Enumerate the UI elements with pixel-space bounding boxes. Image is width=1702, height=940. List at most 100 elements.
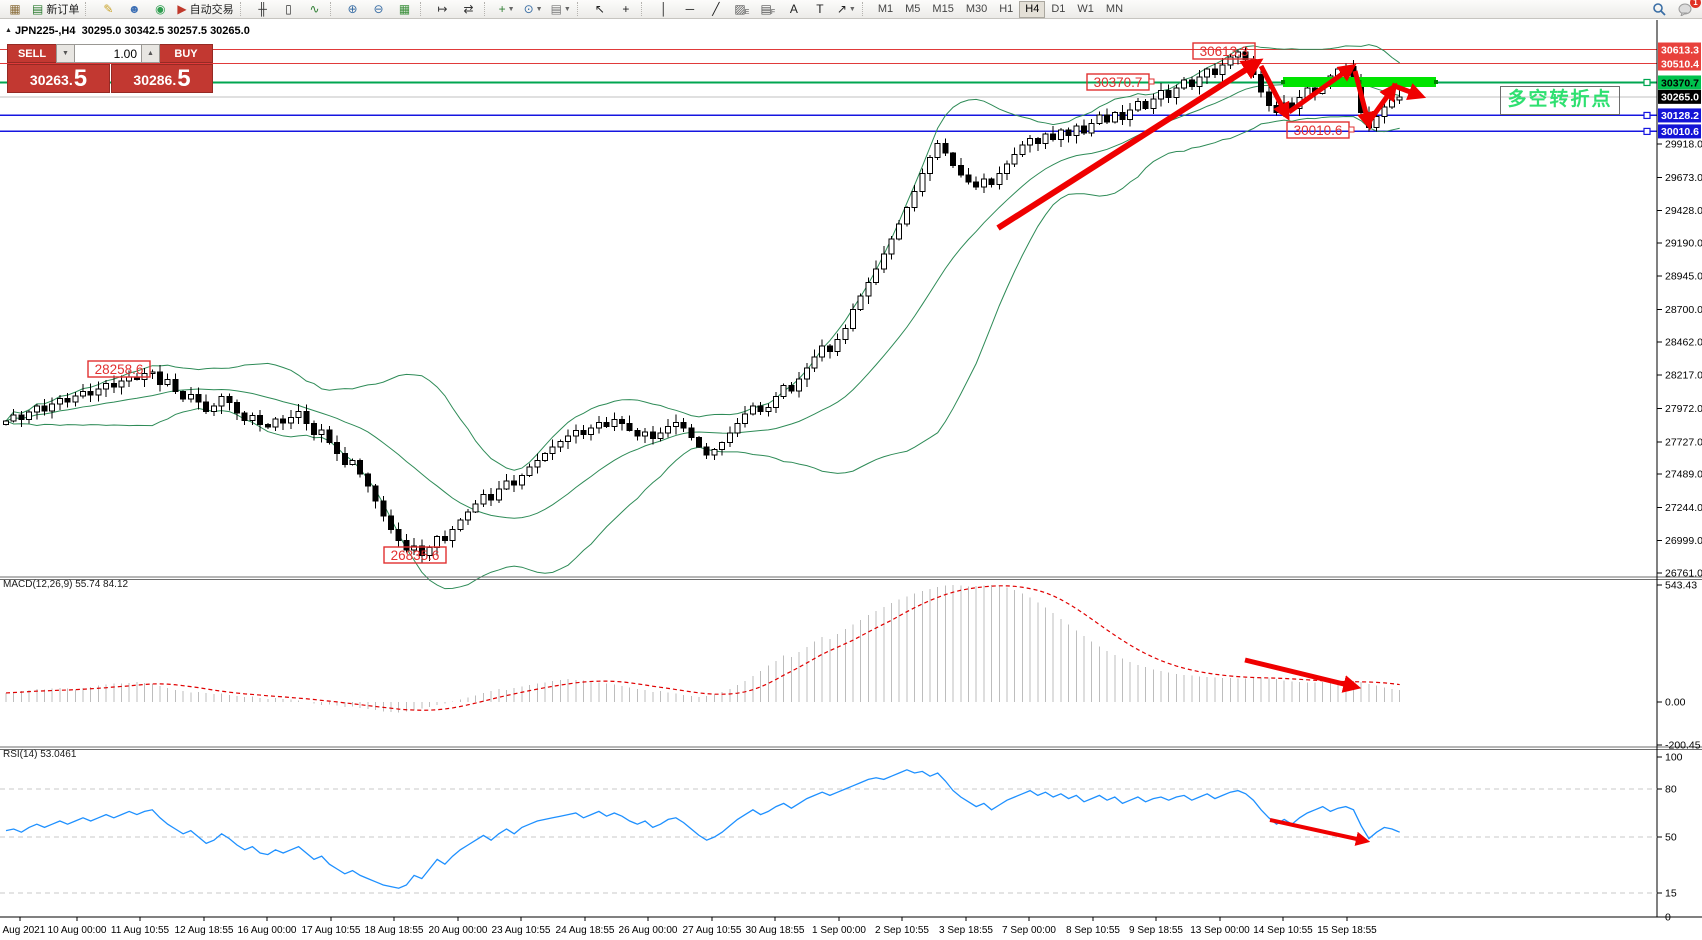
- arrows-tool-icon[interactable]: ↗ ▼: [834, 0, 859, 18]
- channel-tool-icon[interactable]: ▨ E: [730, 0, 754, 18]
- svg-text:30370.7: 30370.7: [1661, 77, 1699, 89]
- hline-tool-icon[interactable]: ─: [678, 0, 702, 18]
- new-order-button-label: 新订单: [46, 4, 80, 16]
- sell-price-big: 5: [73, 65, 88, 92]
- line-chart-mode-icon: ∿: [309, 2, 320, 16]
- svg-text:0.00: 0.00: [1665, 697, 1686, 709]
- text-tool-icon[interactable]: A: [782, 0, 806, 18]
- sell-price-main: 30263.: [29, 72, 73, 88]
- vline-tool-icon[interactable]: │: [652, 0, 676, 18]
- macd-label: MACD(12,26,9) 55.74 84.12: [3, 579, 129, 590]
- label-tool-icon: T: [816, 2, 824, 16]
- toolbar-separator: [576, 2, 585, 16]
- svg-text:30370.7: 30370.7: [1094, 75, 1143, 90]
- dropdown-arrow-icon[interactable]: ▼: [848, 5, 856, 13]
- svg-text:30128.2: 30128.2: [1661, 110, 1699, 122]
- svg-text:27972.0: 27972.0: [1665, 403, 1702, 415]
- svg-text:28217.0: 28217.0: [1665, 370, 1702, 382]
- dropdown-arrow-icon[interactable]: ▼: [563, 5, 571, 13]
- trendline-tool-icon: ╱: [712, 2, 720, 16]
- marker-pen-icon[interactable]: ✎: [96, 0, 120, 18]
- chart-window-icon[interactable]: ▦: [3, 0, 27, 18]
- line-chart-mode-icon[interactable]: ∿: [303, 0, 327, 18]
- templates-button[interactable]: ▤ ▼: [548, 0, 574, 18]
- indicators-button: +: [498, 2, 506, 16]
- label-tool-icon[interactable]: T: [808, 0, 832, 18]
- volume-input[interactable]: 1.00: [75, 44, 141, 63]
- toolbar-separator: [85, 2, 93, 16]
- timeframe-m1[interactable]: M1: [877, 3, 894, 15]
- symbol-name: JPN225-,H4: [14, 25, 76, 37]
- arrows-tool-icon: ↗: [836, 2, 847, 16]
- trendline-tool-icon[interactable]: ╱: [704, 0, 728, 18]
- chart-shift-icon[interactable]: ⇄: [457, 0, 481, 18]
- bar-chart-mode-icon: ╫: [258, 2, 267, 16]
- timeframe-m5[interactable]: M5: [905, 3, 921, 15]
- toolbar: ▦ ▤ 新订单 ✎ ☻ ◉ ▶ 自动交易 ╫ ▯ ∿ ⊕ ⊖ ▦ ↦ ⇄ + ▼ ⊙ ▼ ▤ ▼ ↖ + │ ─ ╱ ▨ E ▤ F A T ↗ ▼…: [0, 0, 1702, 19]
- new-order-button[interactable]: ▤ 新订单: [29, 0, 82, 18]
- svg-text:9 Sep 18:55: 9 Sep 18:55: [1129, 925, 1183, 936]
- note-annotation: 多空转折点: [1500, 86, 1620, 115]
- svg-text:29190.0: 29190.0: [1665, 237, 1702, 249]
- symbol-marker-icon: ▲: [5, 27, 12, 34]
- timeframe-h1[interactable]: H1: [999, 3, 1014, 15]
- zoom-in-icon[interactable]: ⊕: [341, 0, 365, 18]
- dropdown-arrow-icon[interactable]: ▼: [535, 5, 543, 13]
- svg-text:30613.3: 30613.3: [1200, 44, 1249, 59]
- svg-text:0: 0: [1665, 912, 1671, 924]
- buy-button[interactable]: BUY: [160, 44, 213, 63]
- svg-text:29918.0: 29918.0: [1665, 139, 1702, 151]
- sell-button[interactable]: SELL: [7, 44, 56, 63]
- periods-button[interactable]: ⊙ ▼: [521, 0, 546, 18]
- volume-increase-button[interactable]: ▲: [141, 44, 160, 63]
- community-icon[interactable]: ☻: [122, 0, 146, 18]
- timeframe-mn[interactable]: MN: [1105, 3, 1124, 15]
- signal-icon: ◉: [155, 2, 166, 16]
- timeframe-h4[interactable]: H4: [1019, 0, 1046, 18]
- candlestick-mode-icon[interactable]: ▯: [277, 0, 301, 18]
- new-order-button: ▤: [32, 2, 44, 16]
- svg-text:27489.0: 27489.0: [1665, 469, 1702, 481]
- svg-text:100: 100: [1665, 752, 1683, 764]
- zoom-out-icon[interactable]: ⊖: [367, 0, 391, 18]
- sell-price[interactable]: 30263. 5: [7, 64, 110, 93]
- hline-tool-icon: ─: [685, 2, 695, 16]
- cursor-tool-icon[interactable]: ↖: [588, 0, 612, 18]
- svg-text:11 Aug 10:55: 11 Aug 10:55: [111, 925, 170, 936]
- svg-text:-200.45: -200.45: [1665, 740, 1701, 752]
- timeframe-m30[interactable]: M30: [965, 3, 988, 15]
- autotrading-button[interactable]: ▶ 自动交易: [174, 0, 236, 18]
- timeframe-d1[interactable]: D1: [1051, 3, 1066, 15]
- signal-icon[interactable]: ◉: [148, 0, 172, 18]
- timeframe-m15[interactable]: M15: [932, 3, 954, 15]
- bar-chart-mode-icon[interactable]: ╫: [251, 0, 275, 18]
- fibonacci-tool-icon[interactable]: ▤ F: [756, 0, 780, 18]
- svg-text:10 Aug 00:00: 10 Aug 00:00: [48, 925, 107, 936]
- timeframe-w1[interactable]: W1: [1077, 3, 1094, 15]
- channel-tool-icon: ▨: [734, 2, 746, 16]
- svg-text:29428.0: 29428.0: [1665, 205, 1702, 217]
- svg-text:13 Sep 00:00: 13 Sep 00:00: [1190, 925, 1250, 936]
- tool-sub-letter: E: [744, 8, 750, 16]
- svg-text:30510.4: 30510.4: [1661, 58, 1699, 70]
- auto-scroll-icon[interactable]: ↦: [431, 0, 455, 18]
- svg-text:30010.6: 30010.6: [1661, 126, 1699, 138]
- crosshair-tool-icon[interactable]: +: [614, 0, 638, 18]
- dropdown-arrow-icon[interactable]: ▼: [507, 5, 515, 13]
- svg-text:6 Aug 2021: 6 Aug 2021: [0, 925, 46, 936]
- svg-text:27727.0: 27727.0: [1665, 436, 1702, 448]
- svg-text:30010.6: 30010.6: [1294, 123, 1343, 138]
- volume-decrease-button[interactable]: ▼: [56, 44, 75, 63]
- tile-windows-icon[interactable]: ▦: [393, 0, 417, 18]
- svg-text:26 Aug 00:00: 26 Aug 00:00: [619, 925, 678, 936]
- buy-price[interactable]: 30286. 5: [111, 64, 213, 93]
- auto-scroll-icon: ↦: [437, 2, 448, 16]
- notifications-icon[interactable]: 1: [1673, 0, 1701, 18]
- toolbar-separator: [640, 2, 649, 16]
- tool-sub-letter: F: [770, 8, 776, 16]
- indicators-button[interactable]: + ▼: [495, 0, 519, 18]
- svg-text:28462.0: 28462.0: [1665, 336, 1702, 348]
- search-icon[interactable]: [1647, 0, 1671, 18]
- rsi-label: RSI(14) 53.0461: [3, 749, 77, 760]
